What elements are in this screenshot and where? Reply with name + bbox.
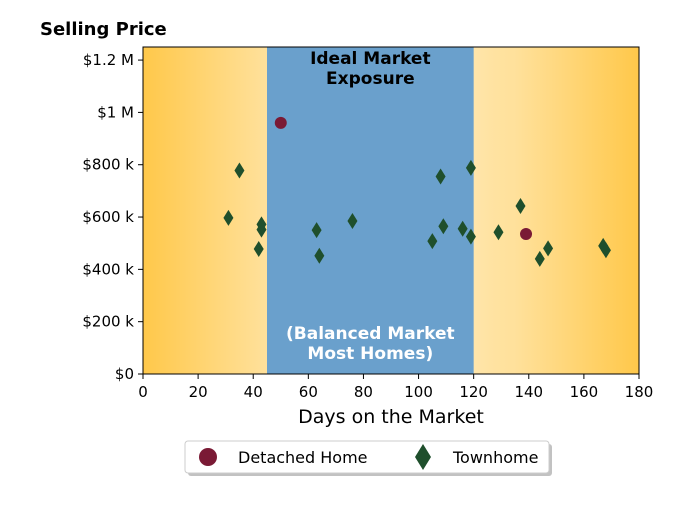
- axes: 0 20 40 60 80 100 120 140 160 180 $0 $200 k $400 k $6…: [82, 46, 654, 401]
- x-tick-label: 80: [354, 383, 373, 401]
- x-tick-label: 180: [625, 383, 654, 401]
- x-tick-label: 140: [514, 383, 543, 401]
- x-tick-label: 0: [138, 383, 148, 401]
- axes-frame: [142, 46, 640, 375]
- townhome-point: [314, 247, 325, 264]
- x-tick-label: 120: [459, 383, 488, 401]
- legend: Detached Home Townhome: [184, 440, 552, 476]
- x-tick-label: 100: [404, 383, 433, 401]
- region-label-top-line: Ideal Market: [310, 49, 431, 69]
- detached-home-point: [274, 116, 287, 129]
- y-tick-label: $600 k: [82, 208, 134, 226]
- townhome-point: [493, 224, 504, 241]
- townhome-point: [427, 233, 438, 250]
- townhome-point: [457, 220, 468, 237]
- y-tick-label: $1.2 M: [83, 51, 134, 69]
- detached-home-point: [520, 228, 533, 241]
- townhome-point: [515, 198, 526, 215]
- legend-townhome-marker: [415, 444, 431, 470]
- townhome-point: [465, 228, 476, 245]
- legend-townhome-label: Townhome: [452, 448, 538, 467]
- data-marks: [223, 116, 611, 267]
- y-tick-label: $0: [115, 365, 134, 383]
- townhome-point: [256, 216, 267, 233]
- x-axis-label: Days on the Market: [298, 406, 484, 428]
- y-tick-label: $800 k: [82, 156, 134, 174]
- legend-box: [184, 440, 550, 474]
- x-tick-label: 160: [570, 383, 599, 401]
- x-tick-label: 20: [189, 383, 208, 401]
- legend-detached-home-marker: [199, 448, 217, 466]
- townhome-point: [465, 159, 476, 176]
- region-label-top-line: Exposure: [326, 69, 415, 89]
- townhome-point: [435, 168, 446, 185]
- townhome-point: [534, 250, 545, 267]
- townhome-point: [543, 240, 554, 257]
- townhome-point: [311, 222, 322, 239]
- townhome-point: [438, 218, 449, 235]
- x-tick-label: 60: [299, 383, 318, 401]
- ideal-exposure-region: [267, 47, 474, 374]
- plot-background: [143, 47, 639, 374]
- y-tick-label: $200 k: [82, 313, 134, 331]
- townhome-point: [223, 209, 234, 226]
- region-label-bottom-line: Most Homes): [307, 344, 433, 364]
- y-tick-label: $1 M: [97, 103, 134, 121]
- townhome-point: [234, 162, 245, 179]
- y-axis-label: Selling Price: [40, 19, 167, 40]
- y-tick-label: $400 k: [82, 260, 134, 278]
- legend-detached-home-label: Detached Home: [238, 448, 368, 467]
- townhome-point: [253, 240, 264, 257]
- townhome-point: [600, 242, 611, 259]
- x-tick-label: 40: [244, 383, 263, 401]
- region-label-bottom-line: (Balanced Market: [286, 324, 455, 344]
- townhome-point: [347, 212, 358, 229]
